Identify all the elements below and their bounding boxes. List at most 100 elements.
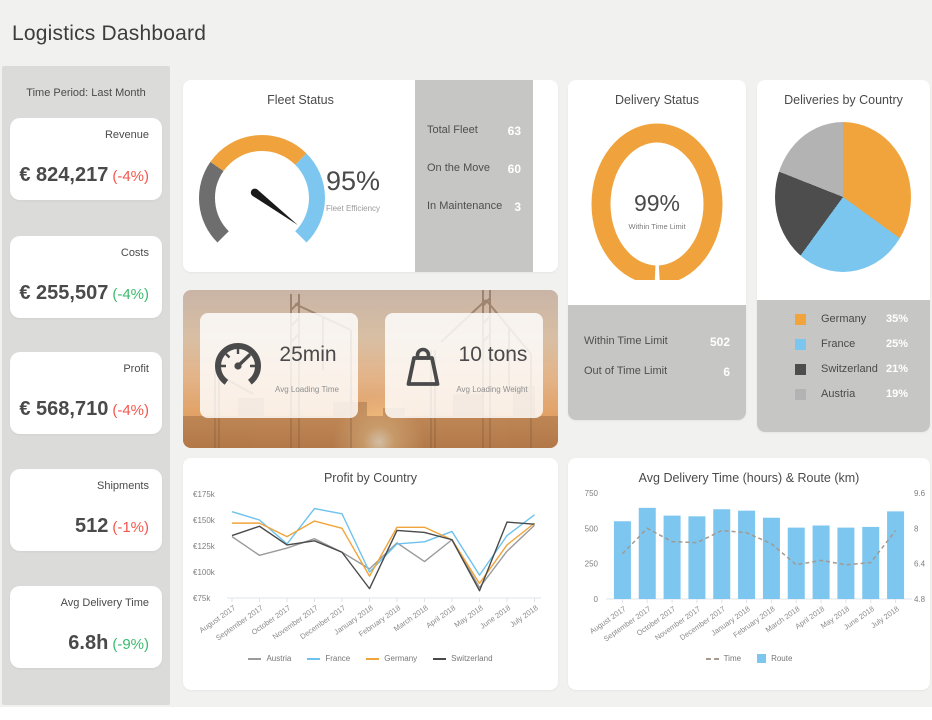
legend-item: France [307, 654, 350, 663]
svg-text:September 2017: September 2017 [214, 603, 265, 642]
avg-loading-weight-label: Avg Loading Weight [456, 385, 528, 394]
svg-text:4.8: 4.8 [914, 595, 926, 604]
kpi-label: Profit [123, 363, 149, 375]
legend-pct: 25% [885, 338, 908, 350]
stat-label: In Maintenance [427, 200, 503, 212]
legend-line-swatch [307, 657, 321, 660]
legend-pct: 19% [885, 388, 908, 400]
kpi-label: Shipments [97, 480, 149, 492]
svg-text:€100k: €100k [193, 568, 216, 577]
kpi-value: € 568,710 [19, 398, 109, 420]
kpi-label: Avg Delivery Time [60, 597, 149, 609]
legend-row: Germany 35% [757, 313, 930, 325]
kpi-card-costs[interactable]: Costs € 255,507 (-4%) [10, 236, 162, 318]
svg-text:€125k: €125k [193, 542, 216, 551]
svg-text:July 2018: July 2018 [508, 603, 539, 629]
route-chart-legend: Time Route [568, 654, 930, 663]
stat-row: On the Move 60 [415, 162, 533, 176]
legend-swatch [705, 657, 719, 660]
legend-swatch [795, 313, 806, 325]
stat-value: 502 [709, 335, 730, 349]
deliveries-by-country-title: Deliveries by Country [784, 93, 903, 107]
delivery-time-route-card: Avg Delivery Time (hours) & Route (km) 0… [568, 458, 930, 690]
legend-item: Switzerland [433, 654, 493, 663]
deliveries-by-country-card: Deliveries by Country Germany 35% France 2… [757, 80, 930, 432]
route-chart-title: Avg Delivery Time (hours) & Route (km) [638, 471, 860, 485]
svg-text:750: 750 [585, 489, 599, 498]
svg-text:8: 8 [914, 524, 919, 533]
legend-name: Austria [821, 388, 856, 400]
fleet-status-card: Fleet Status 95% Fleet Efficiency Total … [183, 80, 558, 272]
donut-value: 99% [633, 190, 681, 216]
svg-text:€175k: €175k [193, 490, 216, 499]
legend-pct: 35% [885, 313, 908, 325]
svg-text:July 2018: July 2018 [869, 604, 900, 630]
legend-pct: 21% [885, 363, 908, 375]
kpi-change: (-4%) [112, 402, 149, 419]
svg-text:April 2018: April 2018 [424, 603, 457, 630]
profit-chart-legend: Austria France Germany Switzerland [183, 654, 558, 663]
pie-legend-panel: Germany 35% France 25% Switzerland 21% Aust… [757, 300, 930, 432]
profit-chart-title: Profit by Country [323, 471, 418, 485]
profit-by-country-card: Profit by Country €75k €100k €125k €150k €17… [183, 458, 558, 690]
kpi-change: (-4%) [112, 286, 149, 303]
legend-swatch [757, 654, 767, 663]
svg-text:6.4: 6.4 [914, 560, 926, 569]
legend-item: Time [705, 654, 741, 663]
speedometer-icon [215, 343, 261, 389]
stat-label: Out of Time Limit [584, 365, 668, 377]
delivery-status-card: Delivery Status 99% Within Time Limit Wi… [568, 80, 746, 420]
svg-text:250: 250 [585, 560, 599, 569]
delivery-status-title: Delivery Status [614, 93, 700, 107]
svg-text:€150k: €150k [193, 516, 216, 525]
kpi-card-revenue[interactable]: Revenue € 824,217 (-4%) [10, 118, 162, 200]
page-title: Logistics Dashboard [12, 22, 207, 45]
svg-text:9.6: 9.6 [914, 489, 926, 498]
svg-text:500: 500 [585, 524, 599, 533]
legend-item: Route [757, 654, 792, 663]
svg-text:0: 0 [594, 595, 599, 604]
legend-name: Germany [821, 313, 867, 325]
stat-label: Within Time Limit [584, 335, 668, 347]
svg-text:€75k: €75k [193, 594, 211, 603]
kpi-change: (-4%) [112, 168, 149, 185]
avg-loading-time-value: 25min [279, 343, 337, 366]
delivery-stats-panel: Within Time Limit 502 Out of Time Limit 6 [568, 305, 746, 420]
kpi-card-shipments[interactable]: Shipments 512 (-1%) [10, 469, 162, 551]
avg-loading-weight-value: 10 tons [458, 343, 528, 366]
legend-swatch [795, 388, 806, 400]
legend-label: Austria [266, 654, 292, 663]
avg-loading-time-tile: 25min Avg Loading Time [200, 313, 358, 418]
stat-value: 3 [514, 200, 521, 214]
fleet-efficiency-gauge [199, 135, 325, 243]
stat-value: 60 [507, 162, 521, 176]
kpi-card-profit[interactable]: Profit € 568,710 (-4%) [10, 352, 162, 434]
legend-line-swatch [366, 657, 380, 660]
kpi-value: 6.8h [68, 632, 109, 654]
avg-loading-weight-tile: 10 tons Avg Loading Weight [385, 313, 543, 418]
kpi-card-avg-delivery-time[interactable]: Avg Delivery Time 6.8h (-9%) [10, 586, 162, 668]
legend-line-swatch [433, 657, 447, 660]
fleet-stats-panel: Total Fleet 63 On the Move 60 In Maintenan… [415, 80, 533, 272]
time-period-label: Time Period: Last Month [26, 87, 146, 99]
weight-icon [406, 347, 440, 386]
legend-item: Germany [366, 654, 417, 663]
kpi-value: 512 [74, 515, 109, 537]
gauge-value: 95% [325, 166, 381, 196]
stat-value: 6 [723, 365, 730, 379]
kpi-sidebar: Time Period: Last Month Revenue € 824,21… [2, 66, 170, 705]
stat-label: Total Fleet [427, 124, 478, 136]
legend-swatch [795, 338, 806, 350]
legend-label: Germany [384, 654, 418, 663]
loading-photo-panel: 25min Avg Loading Time 10 tons Avg Loadi… [183, 290, 558, 448]
legend-swatch [795, 363, 806, 375]
fleet-status-title: Fleet Status [267, 93, 334, 107]
donut-label: Within Time Limit [628, 222, 686, 231]
gauge-label: Fleet Efficiency [325, 204, 381, 213]
legend-label: France [325, 654, 351, 663]
legend-item: Austria [248, 654, 291, 663]
svg-text:June 2018: June 2018 [478, 603, 512, 630]
stat-row: Within Time Limit 502 [568, 335, 746, 349]
